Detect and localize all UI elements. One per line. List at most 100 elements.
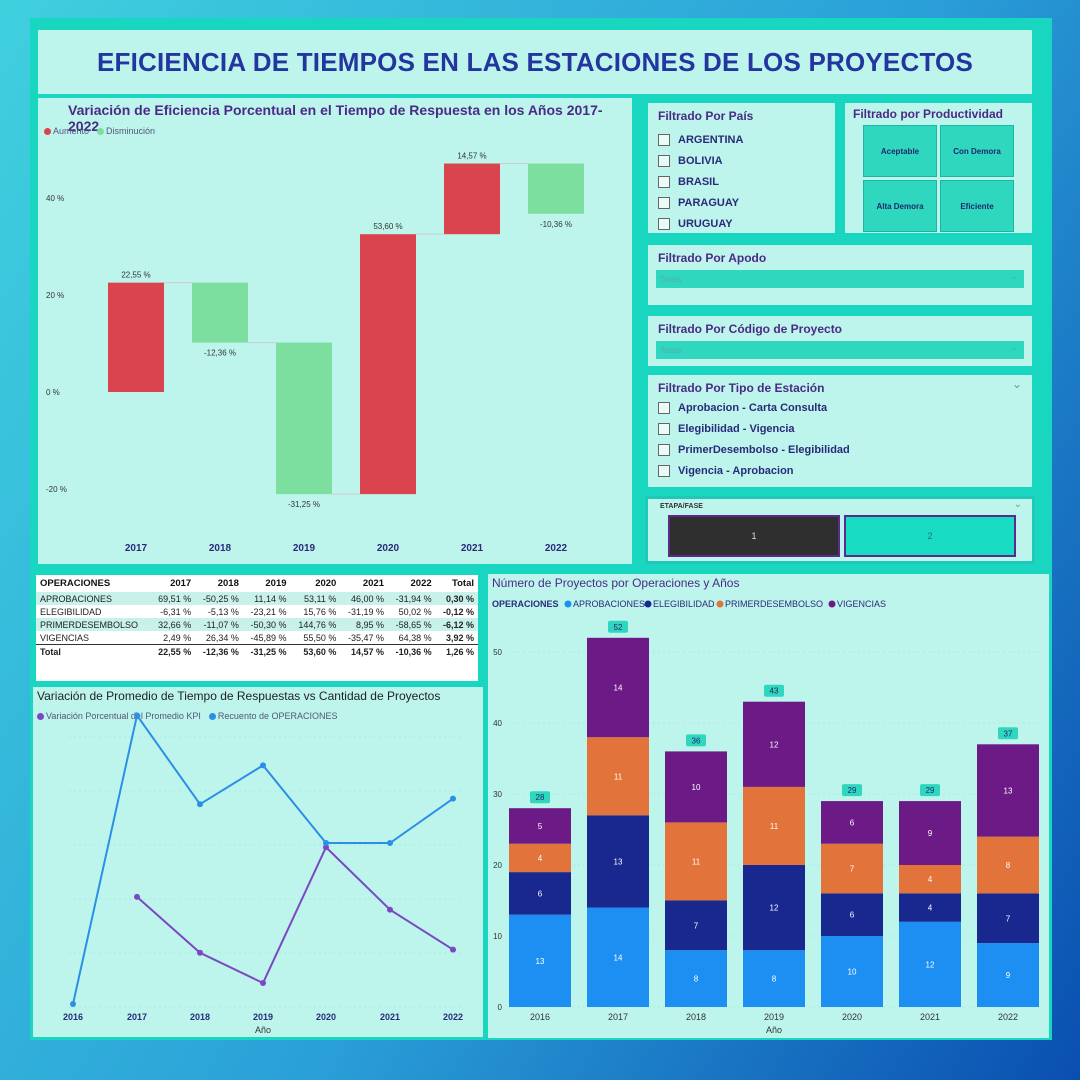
stacked-bar-segment[interactable]	[821, 801, 883, 844]
table-header-cell[interactable]: 2017	[170, 578, 192, 589]
codigo-dropdown[interactable]: Todas ⌄	[656, 341, 1024, 359]
stacked-bar-segment[interactable]	[665, 751, 727, 823]
data-point[interactable]	[70, 1001, 76, 1007]
data-point[interactable]	[450, 946, 456, 953]
legend-label[interactable]: PRIMERDESEMBOLSO	[725, 599, 823, 609]
stacked-bar-segment[interactable]	[743, 701, 805, 787]
stacked-bar-segment[interactable]	[587, 637, 649, 738]
chevron-down-icon[interactable]: ⌄	[1013, 499, 1022, 510]
checkbox-option[interactable]: Vigencia - Aprobacion	[658, 460, 850, 481]
stacked-bar-segment[interactable]	[509, 914, 571, 1007]
waterfall-bar[interactable]	[360, 234, 416, 495]
waterfall-bar[interactable]	[528, 163, 584, 214]
checkbox[interactable]	[658, 464, 670, 477]
stacked-bar-segment[interactable]	[743, 786, 805, 865]
stacked-bar-segment[interactable]	[899, 801, 961, 865]
stacked-bar-segment[interactable]	[821, 843, 883, 894]
stacked-bar-segment[interactable]	[587, 907, 649, 1007]
legend-dot[interactable]	[564, 600, 572, 608]
stacked-bar-segment[interactable]	[665, 900, 727, 951]
checkbox[interactable]	[658, 196, 670, 209]
checkbox[interactable]	[658, 401, 670, 414]
checkbox-option[interactable]: Elegibilidad - Vigencia	[658, 418, 850, 439]
legend-disminucion[interactable]: Disminución	[97, 126, 155, 136]
data-point[interactable]	[134, 712, 140, 719]
checkbox-option[interactable]: URUGUAY	[658, 213, 743, 234]
data-point[interactable]	[450, 795, 456, 802]
legend-label[interactable]: APROBACIONES	[573, 599, 645, 609]
stacked-bar-segment[interactable]	[899, 921, 961, 1007]
legend-dot[interactable]	[716, 600, 724, 608]
legend-kpi[interactable]: Variación Porcentual del Promedio KPI	[37, 711, 201, 721]
productividad-tile[interactable]: Con Demora	[940, 125, 1014, 177]
checkbox-option[interactable]: PrimerDesembolso - Elegibilidad	[658, 439, 850, 460]
stacked-bar-segment[interactable]	[665, 950, 727, 1007]
data-point[interactable]	[260, 980, 266, 986]
data-point[interactable]	[323, 840, 329, 847]
table-header-cell[interactable]: 2022	[410, 578, 432, 589]
legend-recuento[interactable]: Recuento de OPERACIONES	[208, 711, 337, 721]
table-row[interactable]: VIGENCIAS 2,49 % 26,34 % -45,89 % 55,50 % -35…	[36, 631, 478, 645]
legend-aumento[interactable]: Aumento	[44, 126, 89, 136]
checkbox-option[interactable]: Aprobacion - Carta Consulta	[658, 397, 850, 418]
data-point[interactable]	[387, 906, 393, 913]
data-point[interactable]	[197, 949, 203, 956]
data-point[interactable]	[323, 844, 329, 851]
stacked-bar-segment[interactable]	[977, 744, 1039, 837]
stacked-bar-segment[interactable]	[977, 836, 1039, 894]
apodo-dropdown[interactable]: Todas ⌄	[656, 270, 1024, 288]
stacked-bar-segment[interactable]	[509, 843, 571, 873]
productividad-tile[interactable]: Aceptable	[863, 125, 937, 177]
stacked-bar-segment[interactable]	[977, 943, 1039, 1007]
table-row[interactable]: PRIMERDESEMBOLSO 32,66 % -11,07 % -50,30 % 1…	[36, 618, 478, 631]
checkbox[interactable]	[658, 443, 670, 456]
checkbox[interactable]	[658, 154, 670, 167]
stacked-bar-segment[interactable]	[665, 822, 727, 901]
stacked-bar-segment[interactable]	[899, 893, 961, 922]
legend-label[interactable]: VIGENCIAS	[837, 599, 886, 609]
checkbox-option[interactable]: BRASIL	[658, 171, 743, 192]
stacked-bar-segment[interactable]	[977, 893, 1039, 944]
stacked-bar-segment[interactable]	[821, 893, 883, 936]
table-header-cell[interactable]: 2019	[265, 578, 287, 589]
checkbox-option[interactable]: PARAGUAY	[658, 192, 743, 213]
productividad-tile[interactable]: Eficiente	[940, 180, 1014, 232]
checkbox[interactable]	[658, 133, 670, 146]
stacked-bar-segment[interactable]	[743, 865, 805, 951]
chevron-down-icon[interactable]: ⌄	[1011, 377, 1022, 391]
stacked-bar-segment[interactable]	[587, 737, 649, 816]
data-point[interactable]	[197, 801, 203, 808]
table-header-cell[interactable]: 2021	[362, 578, 384, 589]
waterfall-bar[interactable]	[444, 163, 500, 235]
legend-dot[interactable]	[644, 600, 652, 608]
table-header-cell[interactable]: OPERACIONES	[40, 578, 111, 589]
waterfall-bar[interactable]	[276, 342, 332, 495]
checkbox[interactable]	[658, 175, 670, 188]
data-point[interactable]	[260, 762, 266, 769]
table-header-cell[interactable]: Total	[452, 578, 474, 589]
legend-dot[interactable]	[828, 600, 836, 608]
series-line[interactable]	[136, 845, 454, 985]
series-line[interactable]	[72, 712, 454, 1005]
etapa-button-2[interactable]: 2	[844, 515, 1016, 557]
stacked-bar-segment[interactable]	[821, 936, 883, 1007]
checkbox[interactable]	[658, 217, 670, 230]
table-row[interactable]: ELEGIBILIDAD -6,31 % -5,13 % -23,21 % 15,76 …	[36, 605, 478, 618]
legend-label[interactable]: ELEGIBILIDAD	[653, 599, 715, 609]
stacked-bar-segment[interactable]	[743, 950, 805, 1007]
data-point[interactable]	[387, 840, 393, 847]
table-header-cell[interactable]: 2020	[315, 578, 337, 589]
stacked-bar-segment[interactable]	[509, 808, 571, 844]
stacked-bar-segment[interactable]	[509, 872, 571, 915]
waterfall-bar[interactable]	[192, 282, 248, 343]
productividad-tile[interactable]: Alta Demora	[863, 180, 937, 232]
waterfall-bar[interactable]	[108, 282, 164, 392]
table-header-cell[interactable]: 2018	[217, 578, 239, 589]
etapa-button-1[interactable]: 1	[668, 515, 840, 557]
table-row[interactable]: APROBACIONES 69,51 % -50,25 % 11,14 % 53,11 …	[36, 592, 478, 605]
checkbox[interactable]	[658, 422, 670, 435]
data-point[interactable]	[134, 893, 140, 900]
stacked-bar-segment[interactable]	[899, 865, 961, 894]
checkbox-option[interactable]: ARGENTINA	[658, 129, 743, 150]
stacked-bar-segment[interactable]	[587, 815, 649, 908]
